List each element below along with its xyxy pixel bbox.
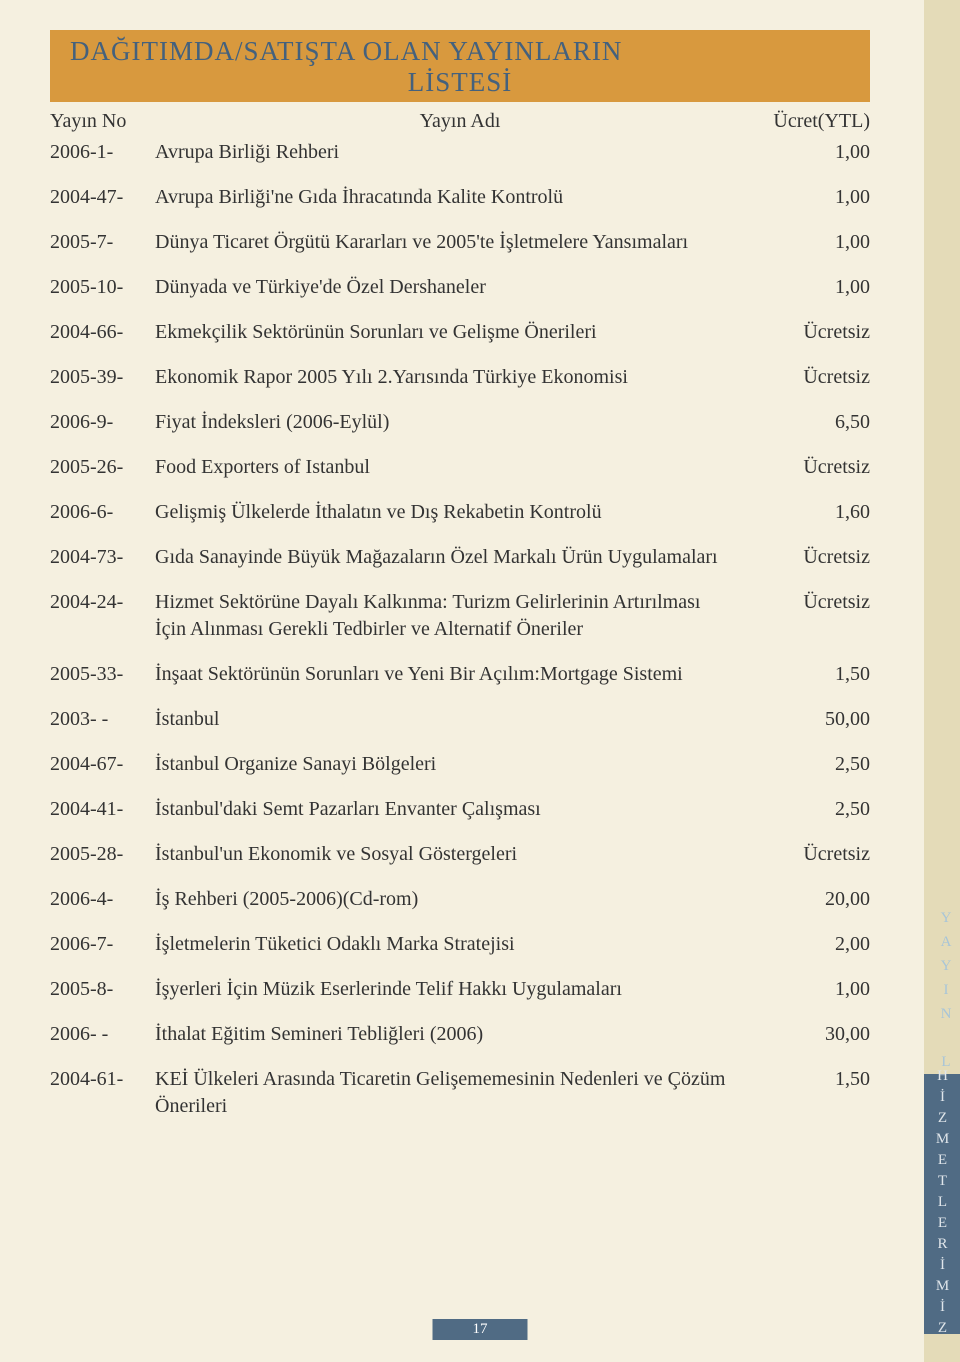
col-header-title: Yayın Adı (180, 110, 740, 133)
publication-title: İşletmelerin Tüketici Odaklı Marka Strat… (155, 931, 770, 958)
publication-code: 2004-67- (50, 751, 155, 778)
publication-row: 2006-7-İşletmelerin Tüketici Odaklı Mark… (50, 931, 870, 958)
publication-price: 6,50 (770, 409, 870, 436)
publication-title: Gıda Sanayinde Büyük Mağazaların Özel Ma… (155, 544, 770, 571)
header-title-2: LİSTESİ (70, 67, 850, 98)
publication-row: 2005-39-Ekonomik Rapor 2005 Yılı 2.Yarıs… (50, 364, 870, 391)
publication-price: Ücretsiz (770, 319, 870, 346)
column-headers: Yayın No Yayın Adı Ücret(YTL) (50, 110, 870, 133)
publication-title: İstanbul'daki Semt Pazarları Envanter Ça… (155, 796, 770, 823)
publication-row: 2004-61-KEİ Ülkeleri Arasında Ticaretin … (50, 1066, 870, 1120)
publication-price: 20,00 (770, 886, 870, 913)
publication-row: 2006- -İthalat Eğitim Semineri Tebliğler… (50, 1021, 870, 1048)
publication-row: 2004-66-Ekmekçilik Sektörünün Sorunları … (50, 319, 870, 346)
publication-price: 1,00 (770, 139, 870, 166)
publication-code: 2003- - (50, 706, 155, 733)
publication-title: Ekmekçilik Sektörünün Sorunları ve Geliş… (155, 319, 770, 346)
publication-row: 2005-10-Dünyada ve Türkiye'de Özel Dersh… (50, 274, 870, 301)
publication-title: KEİ Ülkeleri Arasında Ticaretin Gelişeme… (155, 1066, 770, 1120)
publication-row: 2005-33-İnşaat Sektörünün Sorunları ve Y… (50, 661, 870, 688)
publication-price: Ücretsiz (770, 544, 870, 571)
publication-subtitle: İçin Alınması Gerekli Tedbirler ve Alter… (155, 616, 760, 643)
publication-title: Avrupa Birliği'ne Gıda İhracatında Kalit… (155, 184, 770, 211)
publication-code: 2005-10- (50, 274, 155, 301)
publication-row: 2004-41-İstanbul'daki Semt Pazarları Env… (50, 796, 870, 823)
publication-row: 2004-67-İstanbul Organize Sanayi Bölgele… (50, 751, 870, 778)
publication-code: 2006-1- (50, 139, 155, 166)
publication-title: İnşaat Sektörünün Sorunları ve Yeni Bir … (155, 661, 770, 688)
publication-title: Food Exporters of Istanbul (155, 454, 770, 481)
publication-row: 2004-24-Hizmet Sektörüne Dayalı Kalkınma… (50, 589, 870, 643)
publication-price: 2,00 (770, 931, 870, 958)
publication-row: 2006-1-Avrupa Birliği Rehberi1,00 (50, 139, 870, 166)
publication-code: 2004-41- (50, 796, 155, 823)
publication-price: 1,00 (770, 184, 870, 211)
col-header-code: Yayın No (50, 110, 180, 133)
publication-title: Fiyat İndeksleri (2006-Eylül) (155, 409, 770, 436)
publication-title: İş Rehberi (2005-2006)(Cd-rom) (155, 886, 770, 913)
publication-code: 2005-33- (50, 661, 155, 688)
publication-price: 30,00 (770, 1021, 870, 1048)
publication-row: 2004-73-Gıda Sanayinde Büyük Mağazaların… (50, 544, 870, 571)
publication-code: 2004-73- (50, 544, 155, 571)
publication-price: 2,50 (770, 796, 870, 823)
publication-title: Ekonomik Rapor 2005 Yılı 2.Yarısında Tür… (155, 364, 770, 391)
publication-title: Dünya Ticaret Örgütü Kararları ve 2005't… (155, 229, 770, 256)
publication-title: Gelişmiş Ülkelerde İthalatın ve Dış Reka… (155, 499, 770, 526)
publication-title: Avrupa Birliği Rehberi (155, 139, 770, 166)
publication-row: 2005-28-İstanbul'un Ekonomik ve Sosyal G… (50, 841, 870, 868)
publication-price: 1,00 (770, 229, 870, 256)
page-number: 17 (433, 1319, 528, 1340)
publication-row: 2006-9-Fiyat İndeksleri (2006-Eylül)6,50 (50, 409, 870, 436)
col-header-price: Ücret(YTL) (740, 110, 870, 133)
publication-title: İstanbul Organize Sanayi Bölgeleri (155, 751, 770, 778)
publication-code: 2004-61- (50, 1066, 155, 1093)
publication-price: Ücretsiz (770, 589, 870, 616)
publication-price: 1,00 (770, 976, 870, 1003)
publication-code: 2005-39- (50, 364, 155, 391)
publication-price: Ücretsiz (770, 364, 870, 391)
publication-code: 2006-6- (50, 499, 155, 526)
publication-row: 2005-8-İşyerleri İçin Müzik Eserlerinde … (50, 976, 870, 1003)
publication-row: 2006-6-Gelişmiş Ülkelerde İthalatın ve D… (50, 499, 870, 526)
publication-price: 50,00 (770, 706, 870, 733)
publication-price: 1,50 (770, 661, 870, 688)
publication-price: Ücretsiz (770, 454, 870, 481)
publication-code: 2004-47- (50, 184, 155, 211)
publication-price: 2,50 (770, 751, 870, 778)
publication-code: 2005-28- (50, 841, 155, 868)
header-box: DAĞITIMDA/SATIŞTA OLAN YAYINLARIN LİSTES… (50, 30, 870, 102)
publication-code: 2006-4- (50, 886, 155, 913)
publication-price: Ücretsiz (770, 841, 870, 868)
publication-title: Dünyada ve Türkiye'de Özel Dershaneler (155, 274, 770, 301)
publication-code: 2004-24- (50, 589, 155, 616)
publication-code: 2006-9- (50, 409, 155, 436)
publication-row: 2005-7-Dünya Ticaret Örgütü Kararları ve… (50, 229, 870, 256)
publication-title: İşyerleri İçin Müzik Eserlerinde Telif H… (155, 976, 770, 1003)
publication-row: 2004-47-Avrupa Birliği'ne Gıda İhracatın… (50, 184, 870, 211)
publications-list: 2006-1-Avrupa Birliği Rehberi1,002004-47… (50, 139, 870, 1120)
publication-code: 2005-7- (50, 229, 155, 256)
publication-row: 2003- -İstanbul50,00 (50, 706, 870, 733)
publication-title: İthalat Eğitim Semineri Tebliğleri (2006… (155, 1021, 770, 1048)
publication-code: 2005-26- (50, 454, 155, 481)
publication-row: 2006-4-İş Rehberi (2005-2006)(Cd-rom)20,… (50, 886, 870, 913)
publication-subtitle: Önerileri (155, 1093, 760, 1120)
publication-code: 2005-8- (50, 976, 155, 1003)
publication-title: İstanbul (155, 706, 770, 733)
publication-code: 2006- - (50, 1021, 155, 1048)
publication-code: 2004-66- (50, 319, 155, 346)
publication-price: 1,60 (770, 499, 870, 526)
publication-title: İstanbul'un Ekonomik ve Sosyal Göstergel… (155, 841, 770, 868)
publication-price: 1,50 (770, 1066, 870, 1093)
publication-row: 2005-26-Food Exporters of IstanbulÜcrets… (50, 454, 870, 481)
publication-price: 1,00 (770, 274, 870, 301)
publication-title: Hizmet Sektörüne Dayalı Kalkınma: Turizm… (155, 589, 770, 643)
sidebar-tab: HİZMETLERİMİZ (924, 1074, 960, 1334)
publication-code: 2006-7- (50, 931, 155, 958)
header-title-1: DAĞITIMDA/SATIŞTA OLAN YAYINLARIN (70, 36, 850, 67)
